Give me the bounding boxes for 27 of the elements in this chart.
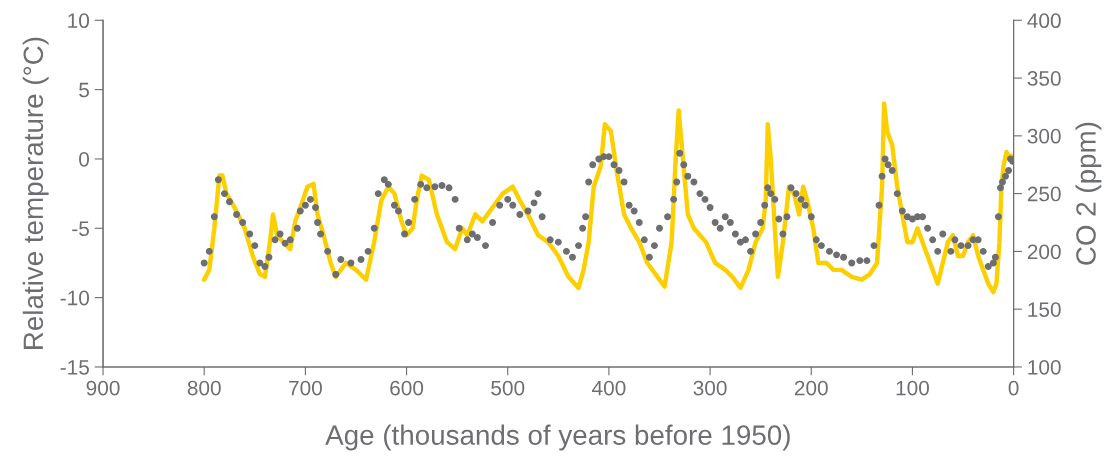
y-tick-label: 5	[79, 82, 89, 98]
x-tick-label: 800	[187, 380, 221, 396]
y2-tick-label: 100	[1028, 359, 1061, 375]
y-tick-label: -15	[60, 360, 89, 375]
x-tick-label: 300	[693, 380, 727, 396]
y2-axis-title: CO 2 (ppm)	[1075, 122, 1102, 265]
y2-tick-label: 250	[1027, 186, 1061, 202]
y-tick-label: -5	[72, 221, 89, 237]
y2-tick-label: 350	[1027, 71, 1061, 86]
x-tick-label: 700	[289, 380, 322, 396]
x-tick-label: 0	[1008, 380, 1019, 396]
line-series	[201, 101, 1014, 295]
y2-tick-label: 200	[1027, 244, 1061, 260]
x-tick-label: 600	[390, 380, 424, 396]
y-tick-label: 0	[79, 151, 90, 167]
y2-tick-label: 300	[1027, 128, 1061, 144]
x-axis-title: Age (thousands of years before 1950)	[325, 424, 790, 451]
x-tick-label: 200	[794, 380, 828, 396]
x-tick-label: 400	[592, 380, 626, 396]
x-tick-label: 500	[491, 380, 525, 396]
y2-tick-label: 150	[1028, 302, 1061, 317]
x-tick-label: 900	[86, 380, 120, 396]
x-tick-label: 100	[896, 380, 929, 396]
y-axis-title: Relative temperature (°C)	[22, 37, 49, 349]
y-tick-label: -10	[60, 290, 90, 306]
y-tick-label: 10	[68, 13, 90, 29]
y2-tick-label: 400	[1027, 13, 1061, 29]
